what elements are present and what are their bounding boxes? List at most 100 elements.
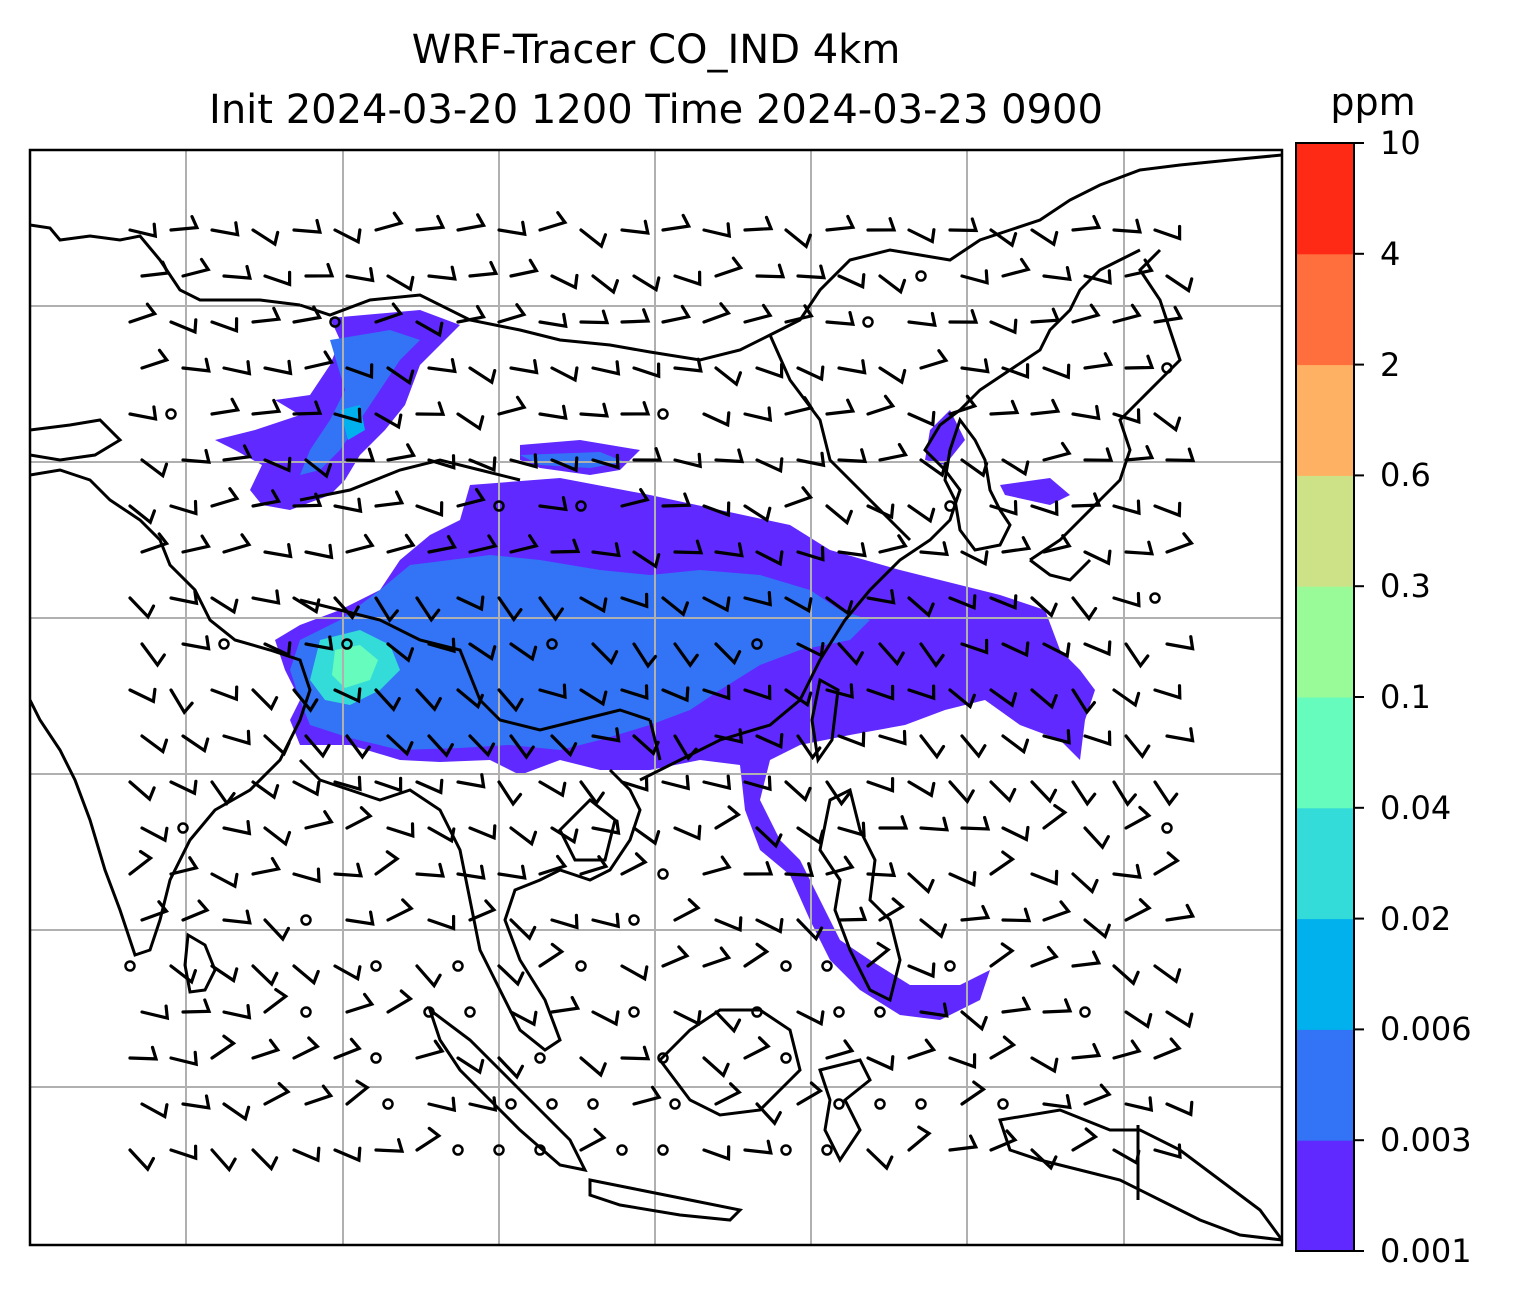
wind-barb	[591, 360, 621, 376]
wind-barb	[1071, 780, 1097, 807]
wind-barb	[415, 320, 444, 338]
colorbar-tick-label: 0.001	[1380, 1232, 1472, 1270]
wind-barb	[456, 773, 486, 789]
wind-barb	[251, 398, 282, 416]
wind-barb	[919, 1002, 949, 1018]
wind-barb	[919, 642, 945, 668]
wind-barb	[1030, 596, 1058, 618]
wind-barb	[1030, 869, 1059, 886]
colorbar-segment	[1296, 697, 1354, 809]
wind-barb	[169, 688, 194, 716]
wind-barb	[620, 852, 648, 876]
wind-barb	[497, 688, 524, 713]
wind-barb	[222, 729, 251, 746]
wind-barb	[427, 454, 456, 470]
wind-barb	[1071, 214, 1102, 232]
wind-barb	[333, 497, 363, 514]
wind-barb	[292, 780, 321, 797]
wind-barb	[907, 684, 936, 701]
wind-barb	[620, 219, 650, 235]
wind-barb	[579, 688, 608, 707]
wind-barb	[919, 816, 950, 832]
wind-barb	[128, 222, 158, 239]
calm-wind-marker	[821, 960, 833, 972]
colorbar-segment	[1296, 1140, 1354, 1252]
wind-barb	[333, 1146, 362, 1163]
wind-barb	[333, 1037, 362, 1060]
wind-barb	[386, 366, 415, 386]
wind-barb	[251, 228, 280, 247]
wind-barb	[673, 452, 702, 469]
wind-barb	[140, 642, 166, 668]
wind-barb	[1030, 228, 1059, 247]
wind-barb	[661, 686, 690, 703]
wind-barb	[702, 1145, 731, 1162]
wind-barb	[989, 500, 1018, 516]
wind-barb	[673, 357, 703, 373]
wind-barb	[632, 362, 661, 379]
wind-barb	[714, 1082, 742, 1106]
wind-barb	[632, 734, 660, 756]
wind-barb	[702, 411, 731, 428]
wind-barb	[538, 496, 568, 512]
wind-barb	[386, 734, 414, 757]
calm-wind-marker	[915, 270, 927, 282]
wind-barb	[1001, 734, 1030, 755]
wind-barb	[509, 826, 538, 847]
wind-barb	[509, 359, 539, 375]
wind-barb	[960, 1010, 988, 1032]
wind-barb	[796, 1010, 825, 1027]
wind-barb	[743, 1036, 771, 1060]
wind-barb	[456, 487, 486, 508]
wind-barb	[304, 810, 334, 830]
wind-barb	[345, 992, 375, 1014]
wind-barb	[140, 348, 170, 370]
wind-barb	[333, 964, 362, 982]
wind-barb	[1030, 1148, 1058, 1171]
calm-wind-marker	[821, 1144, 833, 1156]
wind-barb	[796, 264, 827, 280]
wind-barb	[960, 904, 991, 922]
calm-wind-marker	[177, 822, 189, 834]
wind-barb	[333, 228, 362, 245]
wind-barb	[784, 688, 813, 708]
wind-barb	[702, 684, 731, 701]
wind-barb	[386, 989, 414, 1014]
calm-wind-marker	[780, 1052, 792, 1064]
wind-barb	[620, 308, 651, 324]
calm-wind-marker	[628, 1006, 640, 1018]
wind-barb	[1001, 907, 1032, 923]
wind-barb	[181, 899, 210, 922]
wind-barb	[292, 867, 321, 884]
wind-barb	[509, 1010, 538, 1027]
wind-barb	[509, 734, 535, 760]
wind-barb	[210, 1148, 237, 1173]
wind-barb	[456, 412, 485, 431]
wind-barb	[1001, 641, 1030, 658]
wind-barb	[333, 687, 362, 704]
wind-barb	[1071, 492, 1102, 508]
wind-barb	[497, 1056, 524, 1080]
wind-barb	[632, 550, 661, 569]
wind-barb	[263, 543, 293, 559]
calm-wind-marker	[833, 1098, 845, 1110]
wind-barb	[386, 443, 417, 462]
calm-wind-marker	[124, 960, 136, 972]
wind-barb	[714, 256, 744, 278]
wind-barb	[1071, 688, 1096, 715]
calm-wind-marker	[370, 960, 382, 972]
wind-barb	[538, 942, 565, 968]
wind-barb	[1030, 780, 1058, 804]
wind-barb	[1030, 307, 1061, 324]
wind-barb	[169, 215, 200, 232]
wind-barb	[1042, 998, 1073, 1014]
wind-barb	[579, 309, 610, 325]
wind-barb	[427, 826, 456, 844]
wind-barb	[579, 780, 605, 806]
wind-barb	[866, 503, 895, 520]
wind-barb	[579, 402, 610, 418]
wind-barb	[210, 780, 236, 807]
wind-barb	[1153, 412, 1182, 433]
wind-barb	[333, 862, 364, 878]
